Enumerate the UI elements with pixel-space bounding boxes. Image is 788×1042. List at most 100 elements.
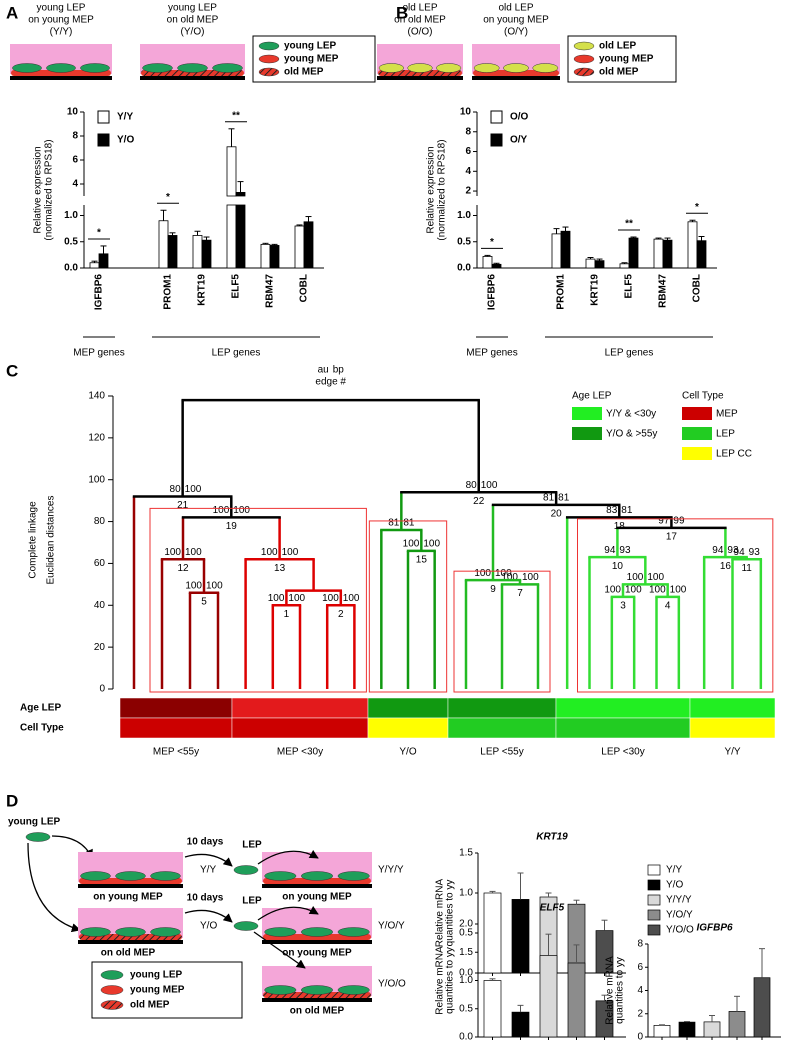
days-label: 10 days [187,837,224,848]
legend-swatch [490,133,503,147]
au-value: 100 [474,568,491,579]
lep-cell [115,927,146,937]
legend-swatch [682,447,712,460]
y-tick-label: 4 [72,179,78,190]
cluster-box [453,570,551,693]
legend-label: Y/Y [666,865,682,876]
chart-title: IGFBP6 [696,923,733,934]
edge-number: 1 [284,609,290,620]
lep-cell [473,63,500,73]
y-tick-label: 2.0 [459,919,473,930]
significance-label: * [490,237,494,248]
au-value: 100 [649,585,666,596]
y-tick-label: 40 [94,600,106,611]
condition-label: Y/O [200,921,217,932]
bp-value: 100 [625,585,642,596]
lep-cell [46,63,76,73]
y-tick-label: 0.0 [457,263,471,274]
edge-number: 7 [517,588,523,599]
edge-number: 11 [741,563,752,574]
bp-value: 100 [233,505,250,516]
bp-value: 81 [621,505,633,516]
au-value: 81 [543,492,555,503]
bp-value: 100 [288,593,305,604]
lep-cell [264,985,297,995]
edge-number: 3 [620,601,626,612]
heatmap-cell [119,717,233,739]
legend-label: Y/Y [117,112,133,123]
legend-symbol [100,970,124,980]
category-label: IGFBP6 [487,274,498,311]
edge-number: 19 [226,521,238,532]
legend-label: young MEP [599,54,654,65]
au-value: 100 [185,580,202,591]
category-label: RBM47 [658,274,669,308]
bp-value: 100 [423,539,440,550]
legend-label: Y/O/O [666,925,694,936]
bar [628,237,639,269]
au-value: 100 [261,547,278,558]
legend-symbol [573,41,595,51]
legend-label: old MEP [599,67,639,78]
condition-label: on old MEP [167,15,219,26]
bar [294,225,305,269]
y-tick-label: 6 [72,155,78,166]
y-tick-label: 2 [637,1008,643,1019]
y-axis-label: Relative expression [33,146,44,233]
base [472,76,560,80]
legend-swatch [647,864,661,876]
bar [678,1021,696,1038]
bar [560,230,571,269]
au-value: 100 [268,593,285,604]
bar [158,220,169,269]
base [262,884,372,888]
group-label: LEP <55y [480,747,523,758]
heatmap-cell [555,717,691,739]
source-label: young LEP [8,817,61,828]
bp-value: 93 [749,547,761,558]
bar [226,146,237,197]
legend-label: young MEP [284,54,339,65]
y-tick-label: 0 [637,1032,643,1042]
y-axis-label: Complete linkage [28,501,39,579]
lep-cell [436,63,462,73]
condition-label: old LEP [402,3,437,14]
edge-number: 4 [665,601,671,612]
y-axis-label: quantities to yy [445,880,456,947]
bp-value: 100 [282,547,299,558]
heatmap-cell [231,717,369,739]
au-value: 100 [213,505,230,516]
y-axis-label: quantities to yy [445,947,456,1014]
significance-label: * [166,192,170,203]
lep-cell [150,927,181,937]
lep-cell [115,871,146,881]
lep-cell [12,63,42,73]
au-value: 97 [658,515,670,526]
legend-label: young LEP [284,41,337,52]
outcome-label: Y/O/O [378,979,406,990]
y-tick-label: 0.5 [64,236,78,247]
y-tick-label: 10 [67,107,79,118]
legend-label: young LEP [130,970,183,981]
condition-label: Y/Y [200,865,216,876]
arrow [253,931,306,969]
y-tick-label: 0 [99,684,105,695]
lep-cell [301,927,333,937]
edge-number: 17 [666,531,678,542]
key-bp: bp [333,365,345,376]
bar [260,243,271,269]
au-value: 94 [734,547,746,558]
au-value: 94 [604,545,616,556]
base [78,940,183,944]
legend-swatch [572,407,602,420]
bar [483,980,502,1038]
lep-cell [80,63,110,73]
bp-value: 100 [522,572,539,583]
edge-number: 15 [416,555,428,566]
bar [511,899,530,974]
bar [201,239,212,269]
y-axis-label: Relative mRNA [605,956,616,1025]
arrow [184,853,233,867]
lep-cell [503,63,529,73]
